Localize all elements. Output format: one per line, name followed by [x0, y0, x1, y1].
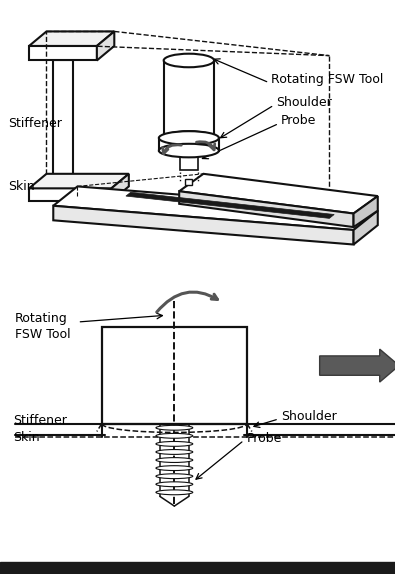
Polygon shape [164, 61, 214, 138]
Ellipse shape [156, 458, 193, 462]
Ellipse shape [164, 54, 214, 67]
Bar [185, 178, 192, 185]
Polygon shape [111, 174, 129, 201]
Ellipse shape [164, 131, 214, 145]
FancyArrow shape [319, 349, 399, 382]
Polygon shape [179, 174, 378, 213]
Ellipse shape [156, 441, 193, 447]
Polygon shape [29, 174, 129, 188]
Polygon shape [354, 210, 378, 244]
Ellipse shape [156, 474, 193, 479]
Polygon shape [29, 46, 97, 61]
Text: Probe: Probe [281, 114, 316, 127]
Polygon shape [179, 191, 354, 227]
Text: Rotating
FSW Tool: Rotating FSW Tool [15, 312, 70, 341]
Text: Shoulder: Shoulder [276, 96, 332, 108]
Polygon shape [354, 196, 378, 227]
Polygon shape [53, 206, 354, 244]
Ellipse shape [159, 144, 219, 157]
Polygon shape [180, 150, 197, 170]
Polygon shape [53, 187, 378, 230]
Text: Stiffener: Stiffener [8, 117, 62, 130]
Text: Skin: Skin [8, 180, 34, 193]
Ellipse shape [159, 131, 219, 145]
Polygon shape [29, 188, 111, 201]
Text: Shoulder: Shoulder [281, 410, 337, 423]
Polygon shape [159, 138, 219, 150]
Ellipse shape [156, 433, 193, 438]
Text: Rotating FSW Tool: Rotating FSW Tool [271, 73, 384, 86]
Ellipse shape [156, 449, 193, 454]
Ellipse shape [156, 426, 193, 430]
Text: Stiffener: Stiffener [13, 415, 67, 427]
Polygon shape [102, 327, 247, 424]
Polygon shape [126, 192, 334, 219]
Polygon shape [97, 31, 114, 61]
Ellipse shape [156, 482, 193, 487]
Polygon shape [29, 31, 114, 46]
Text: Probe: Probe [247, 432, 282, 445]
Bar [0, 562, 395, 574]
Polygon shape [53, 61, 73, 196]
Ellipse shape [156, 490, 193, 495]
Text: Skin: Skin [13, 431, 40, 444]
Ellipse shape [156, 466, 193, 470]
